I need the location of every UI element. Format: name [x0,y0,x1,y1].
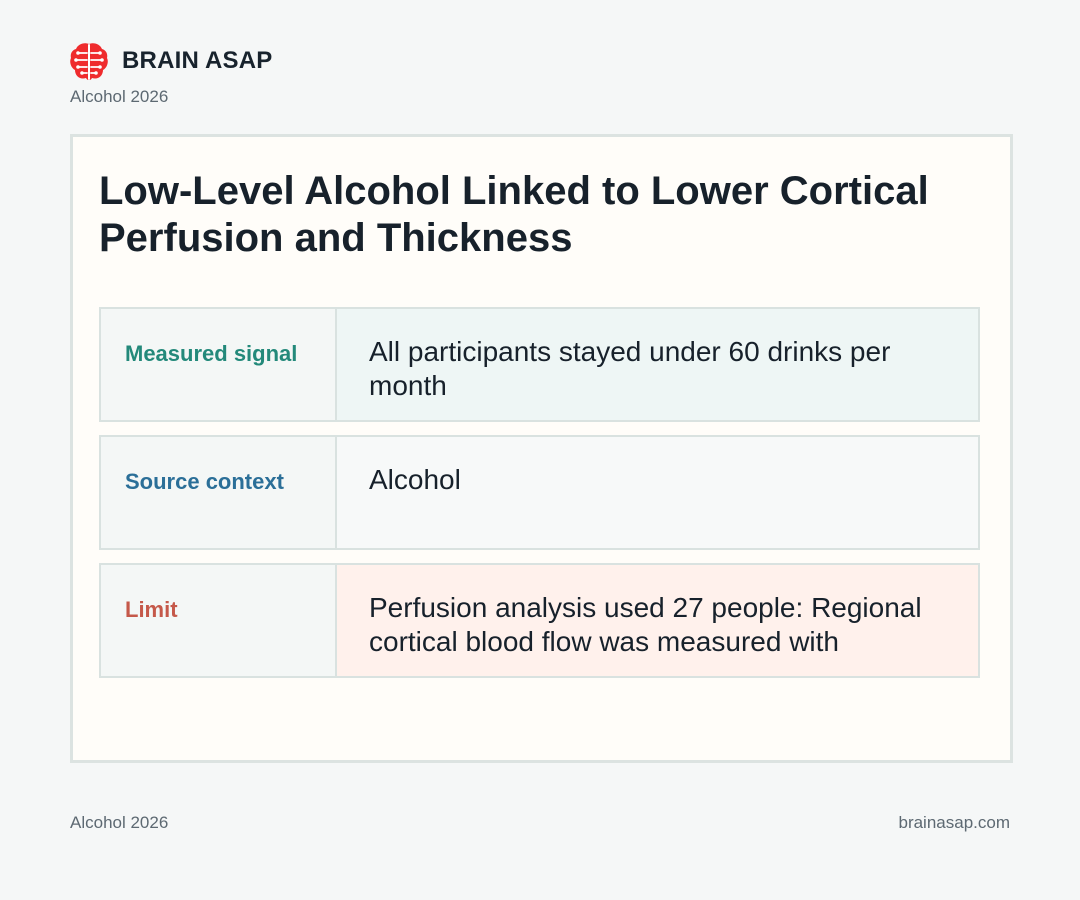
limit-value-cell: Perfusion analysis used 27 people: Regio… [337,565,978,676]
limit-value: Perfusion analysis used 27 people: Regio… [369,592,922,657]
brand-subtitle: Alcohol 2026 [70,87,169,106]
limit-label: Limit [125,597,178,622]
source-context-label-cell: Source context [101,437,337,548]
footer-year-label: Alcohol 2026 [70,813,169,832]
brand-header: BRAIN ASAP [70,41,272,81]
measured-signal-value-cell: All participants stayed under 60 drinks … [337,309,978,420]
source-context-label: Source context [125,469,284,494]
brain-icon [70,43,108,80]
measured-signal-value: All participants stayed under 60 drinks … [369,336,891,401]
brand-name: BRAIN ASAP [122,47,273,74]
limit-row: Limit Perfusion analysis used 27 people:… [99,563,980,678]
limit-label-cell: Limit [101,565,337,676]
measured-signal-label-cell: Measured signal [101,309,337,420]
card-title: Low-Level Alcohol Linked to Lower Cortic… [99,169,929,260]
source-context-row: Source context Alcohol [99,435,980,550]
measured-signal-label: Measured signal [125,341,298,366]
source-context-value-cell: Alcohol [337,437,978,548]
measured-signal-row: Measured signal All participants stayed … [99,307,980,422]
summary-card: Low-Level Alcohol Linked to Lower Cortic… [70,134,1013,763]
footer-site-link[interactable]: brainasap.com [898,813,1010,832]
source-context-value: Alcohol [369,464,461,495]
